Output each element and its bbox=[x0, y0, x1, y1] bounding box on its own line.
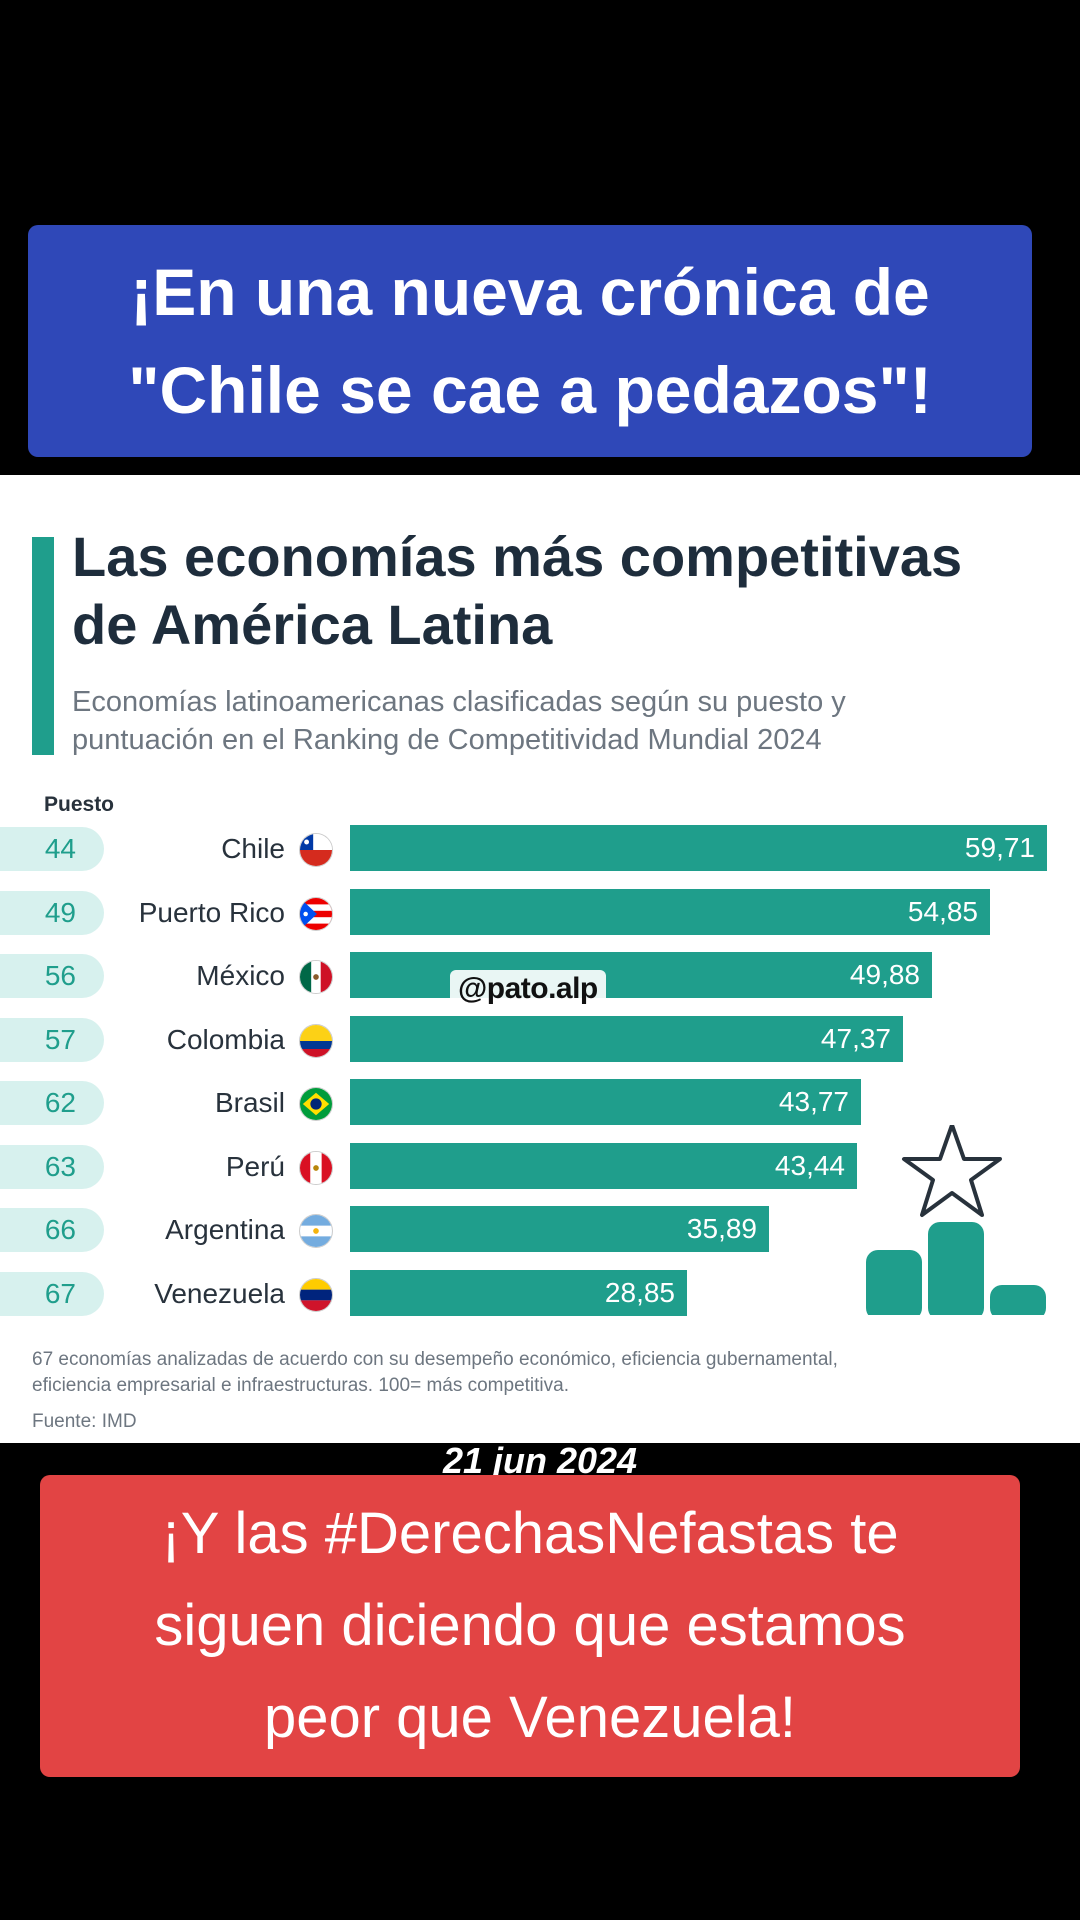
chart-title-line-2: de América Latina bbox=[72, 593, 553, 656]
podium-star-icon bbox=[866, 1125, 1046, 1315]
bar bbox=[350, 1142, 857, 1189]
bar-value-label: 43,44 bbox=[774, 1149, 845, 1181]
bar bbox=[350, 1269, 687, 1316]
bar bbox=[350, 888, 990, 935]
watermark-handle: @pato.alp bbox=[450, 970, 606, 1008]
bottom-caption-line-2: siguen diciendo que estamos bbox=[154, 1593, 906, 1658]
bar bbox=[350, 1206, 769, 1252]
bar-row: 62 Brasil 43,77 bbox=[0, 1079, 1080, 1127]
bottom-caption: ¡Y las #DerechasNefastas te siguen dicie… bbox=[40, 1475, 1020, 1777]
chart-footnote: 67 economías analizadas de acuerdo con s… bbox=[32, 1347, 1052, 1399]
top-caption-line-1: ¡En una nueva crónica de bbox=[130, 255, 930, 329]
footnote-line-2: eficiencia empresarial e infraestructura… bbox=[32, 1375, 569, 1396]
chart-subtitle-line-2: puntuación en el Ranking de Competitivid… bbox=[72, 724, 822, 756]
top-caption: ¡En una nueva crónica de "Chile se cae a… bbox=[28, 225, 1032, 457]
chart-subtitle-line-1: Economías latinoamericanas clasificadas … bbox=[72, 686, 846, 718]
country-label: Venezuela bbox=[154, 1277, 285, 1309]
flag-icon bbox=[299, 1214, 333, 1248]
chart-title-line-1: Las economías más competitivas bbox=[72, 525, 963, 588]
flag-icon bbox=[299, 896, 333, 931]
bar bbox=[350, 1015, 903, 1062]
chart-source: Fuente: IMD bbox=[32, 1411, 137, 1432]
bar-row: 63 Perú 43,44 bbox=[0, 1142, 1080, 1191]
date-stamp: 21 jun 2024 bbox=[442, 1440, 638, 1481]
flag-icon bbox=[299, 1277, 333, 1312]
bar-value-label: 28,85 bbox=[604, 1276, 675, 1308]
bar-value-label: 54,85 bbox=[907, 895, 978, 927]
bar-value-label: 35,89 bbox=[686, 1213, 757, 1244]
rank-badge: 67 bbox=[0, 1271, 104, 1316]
bar-value-label: 59,71 bbox=[964, 832, 1035, 863]
top-caption-line-2: "Chile se cae a pedazos"! bbox=[128, 353, 932, 427]
bar bbox=[350, 1079, 861, 1125]
rank-badge: 62 bbox=[0, 1081, 104, 1125]
rank-badge: 63 bbox=[0, 1144, 104, 1189]
bar-row: 44 Chile 59,71 bbox=[0, 825, 1080, 873]
bar-value-label: 49,88 bbox=[849, 959, 920, 990]
country-label: Colombia bbox=[166, 1023, 285, 1055]
rank-badge: 66 bbox=[0, 1208, 104, 1252]
country-label: Argentina bbox=[165, 1214, 285, 1245]
flag-icon bbox=[299, 833, 333, 867]
rank-badge: 49 bbox=[0, 890, 104, 935]
bar-value-label: 43,77 bbox=[778, 1086, 849, 1117]
bar-row: 56 México 49,88 bbox=[0, 952, 1080, 1000]
bar-row: 57 Colombia 47,37 bbox=[0, 1015, 1080, 1064]
bar-value-label: 47,37 bbox=[820, 1022, 891, 1054]
rank-column-header: Puesto bbox=[44, 793, 115, 816]
country-label: Brasil bbox=[214, 1087, 285, 1118]
bar bbox=[350, 825, 1047, 871]
country-label: México bbox=[196, 960, 285, 991]
title-accent-bar bbox=[32, 537, 54, 755]
flag-icon bbox=[299, 1087, 333, 1121]
bar-row: 67 Venezuela 28,85 bbox=[0, 1269, 1080, 1318]
chart-title: Las economías más competitivas de Améric… bbox=[72, 523, 1072, 659]
bar bbox=[350, 952, 932, 998]
country-label: Chile bbox=[221, 833, 285, 864]
country-label: Puerto Rico bbox=[138, 896, 285, 928]
rank-badge: 44 bbox=[0, 827, 104, 871]
flag-icon bbox=[299, 1150, 333, 1185]
chart-card: Las economías más competitivas de Améric… bbox=[0, 475, 1080, 1443]
bar-row: 49 Puerto Rico 54,85 bbox=[0, 888, 1080, 937]
rank-badge: 57 bbox=[0, 1017, 104, 1062]
country-label: Perú bbox=[225, 1150, 285, 1182]
bottom-caption-line-1: ¡Y las #DerechasNefastas te bbox=[161, 1501, 899, 1566]
flag-icon bbox=[299, 1023, 333, 1058]
bar-row: 66 Argentina 35,89 bbox=[0, 1206, 1080, 1254]
flag-icon bbox=[299, 960, 333, 994]
chart-subtitle: Economías latinoamericanas clasificadas … bbox=[72, 683, 1072, 759]
rank-badge: 56 bbox=[0, 954, 104, 998]
bottom-caption-line-3: peor que Venezuela! bbox=[263, 1685, 797, 1750]
footnote-line-1: 67 economías analizadas de acuerdo con s… bbox=[32, 1349, 838, 1370]
